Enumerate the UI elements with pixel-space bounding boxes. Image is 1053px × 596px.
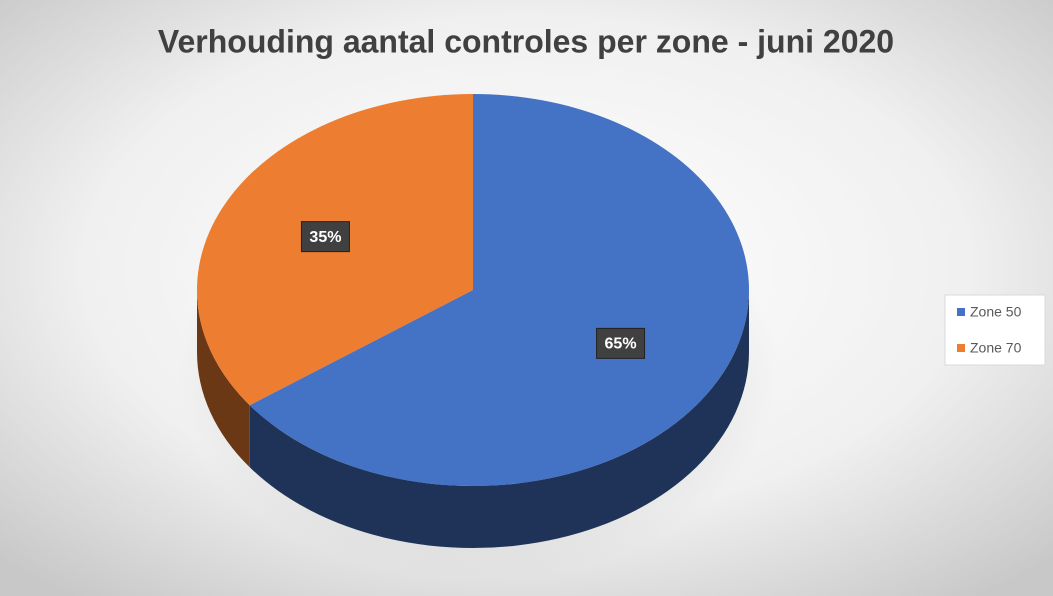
data-label: 35% <box>309 229 341 246</box>
legend-label: Zone 70 <box>970 340 1022 356</box>
legend-swatch <box>957 344 965 352</box>
legend <box>944 294 1046 366</box>
slice-side <box>249 290 749 548</box>
legend-label: Zone 50 <box>970 304 1022 320</box>
data-label: 65% <box>605 336 637 353</box>
legend-swatch <box>957 308 965 316</box>
slice-side <box>197 290 250 468</box>
data-label-box <box>596 327 646 359</box>
data-label-box <box>300 221 350 253</box>
chart-title: Verhouding aantal controles per zone - j… <box>158 23 894 59</box>
pie-slice <box>249 94 749 487</box>
pie: 65% 35% <box>197 94 749 548</box>
legend-items: Zone 50 Zone 70 <box>957 304 1022 356</box>
